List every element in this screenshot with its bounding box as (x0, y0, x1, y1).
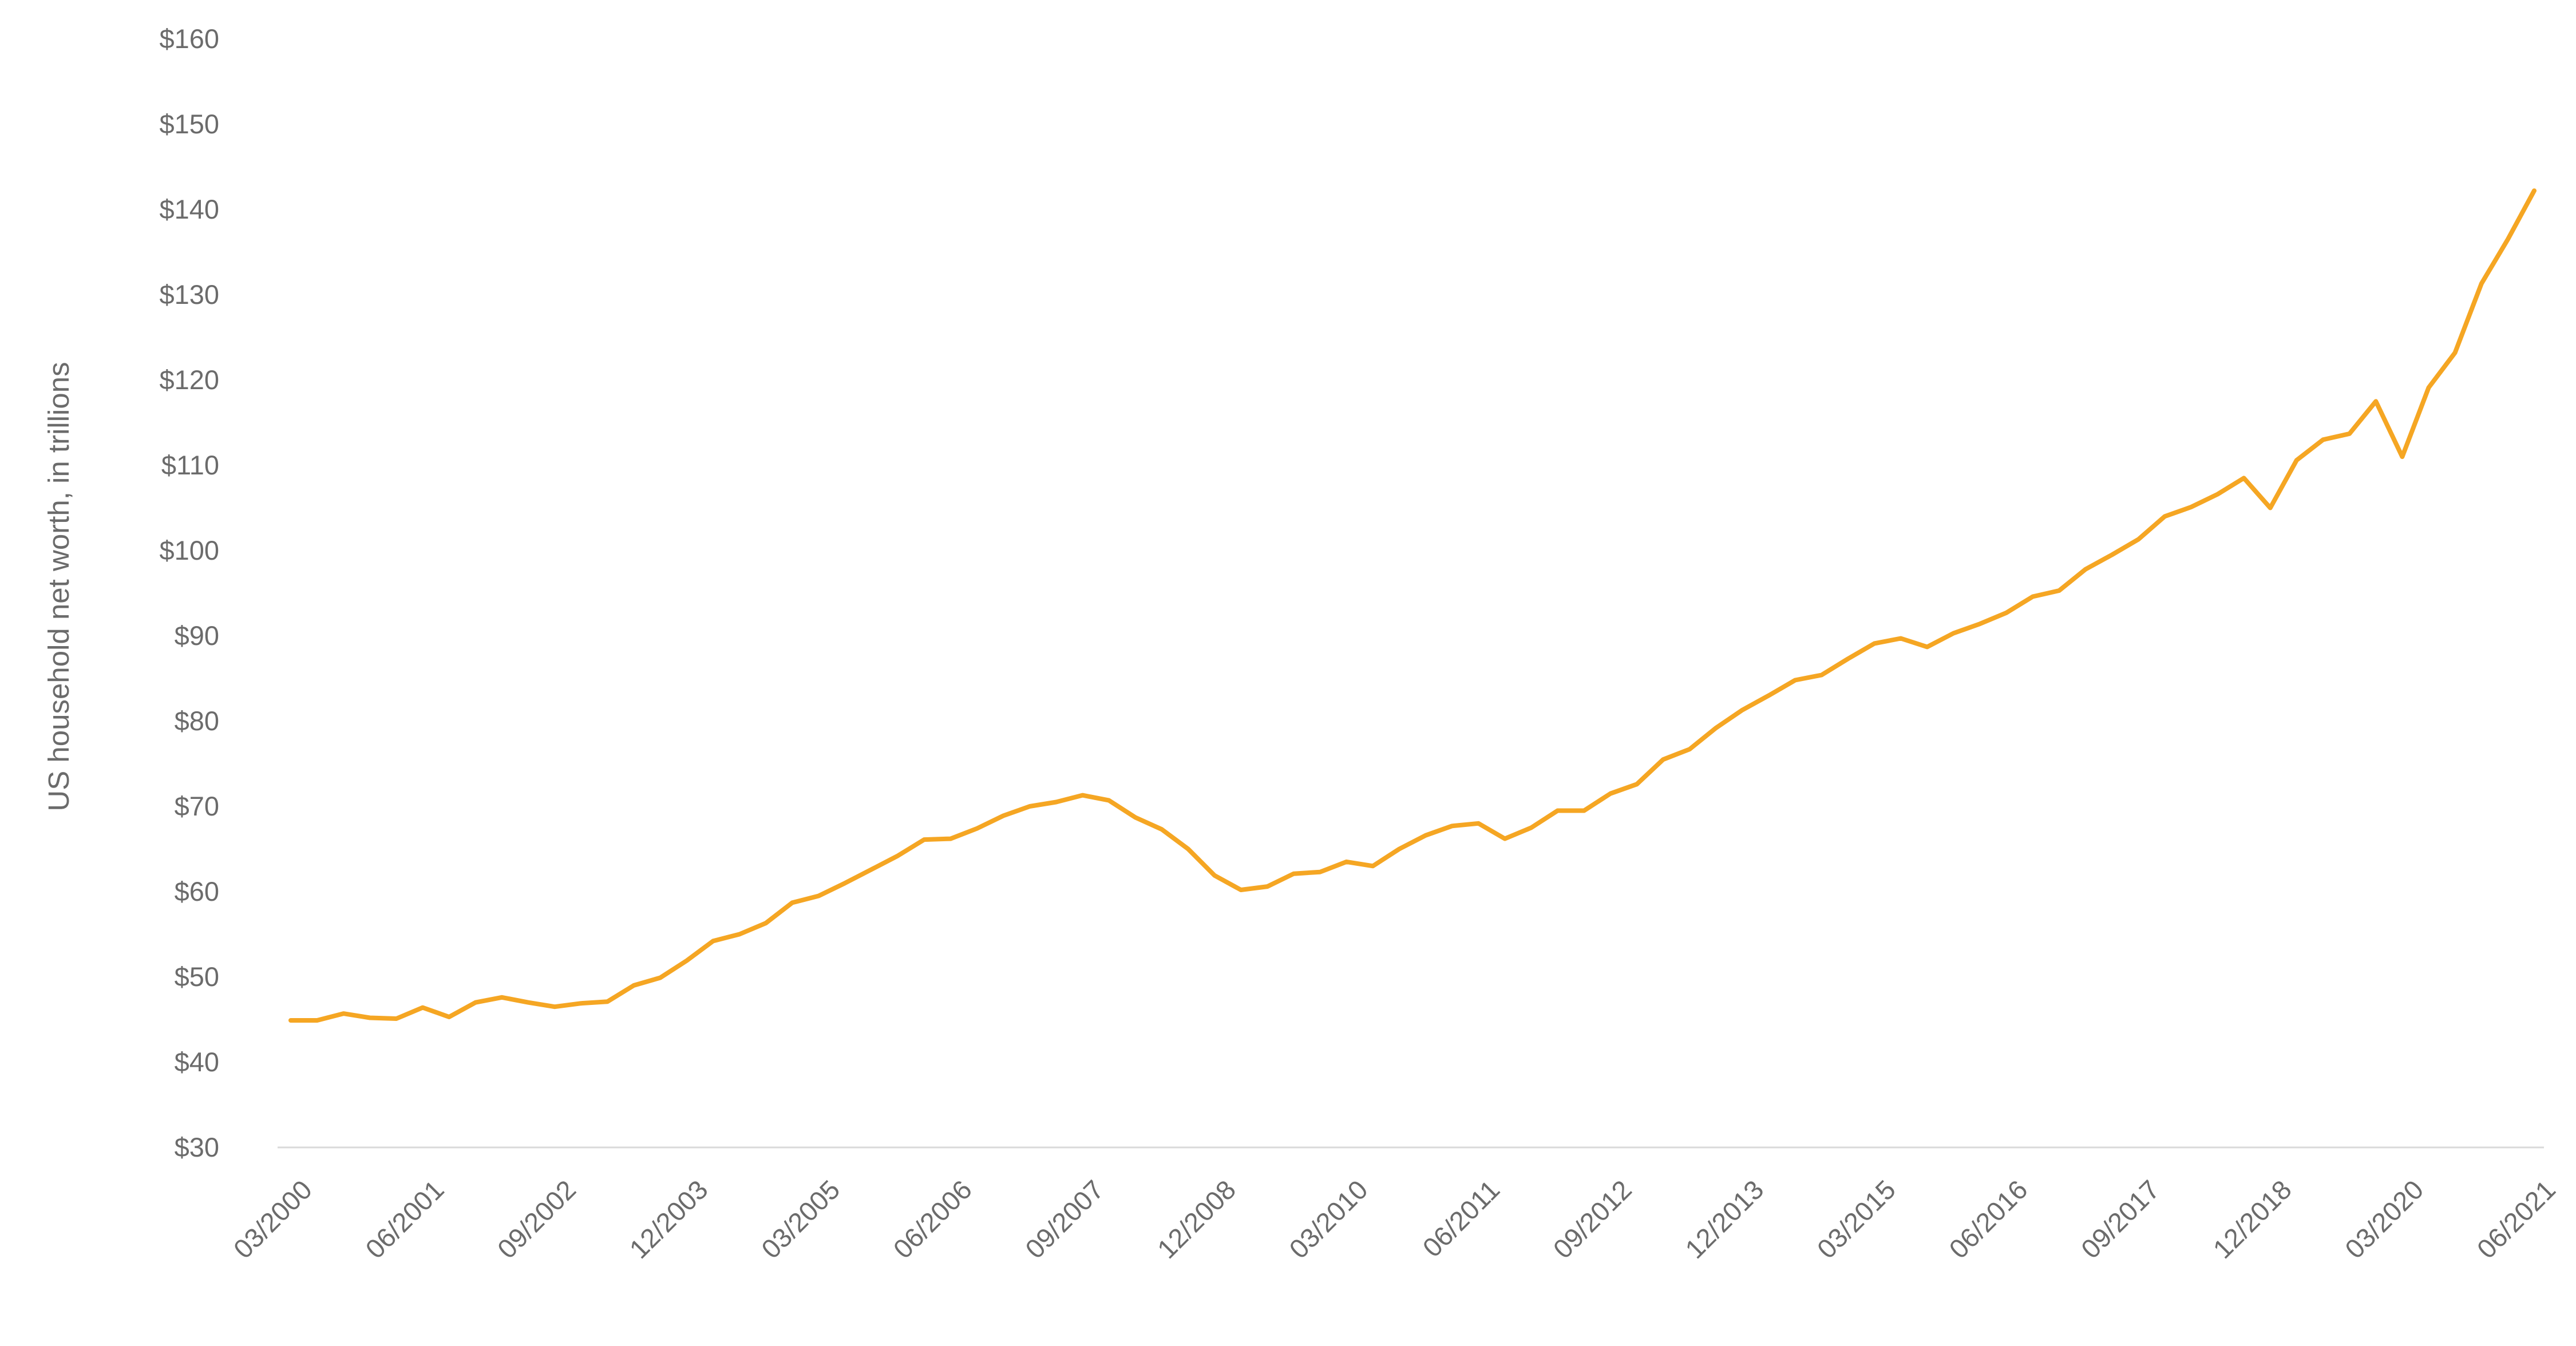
x-tick-label: 12/2018 (2207, 1174, 2297, 1265)
x-axis-ticks: 03/2000 06/2001 09/2002 12/2003 03/2005 06/20… (227, 1174, 2561, 1265)
y-tick-label: $50 (175, 961, 219, 992)
x-tick-label: 03/2020 (2339, 1174, 2429, 1265)
y-tick-label: $150 (159, 109, 219, 139)
x-tick-label: 06/2006 (887, 1174, 978, 1265)
x-tick-label: 09/2007 (1019, 1174, 1110, 1265)
x-tick-label: 06/2016 (1943, 1174, 2033, 1265)
x-tick-label: 12/2013 (1679, 1174, 1770, 1265)
y-tick-label: $130 (159, 279, 219, 310)
x-tick-label: 09/2002 (492, 1174, 582, 1265)
series-line-0 (288, 188, 2537, 1023)
x-tick-label: 03/2005 (755, 1174, 846, 1265)
y-tick-label: $70 (175, 791, 219, 821)
y-axis-title: US household net worth, in trillions (42, 362, 75, 811)
y-tick-label: $90 (175, 620, 219, 651)
y-tick-label: $100 (159, 535, 219, 565)
series-layer (288, 188, 2537, 1023)
x-tick-label: 06/2001 (359, 1174, 450, 1265)
y-tick-label: $30 (175, 1132, 219, 1162)
y-tick-label: $140 (159, 194, 219, 224)
x-tick-label: 03/2015 (1811, 1174, 1902, 1265)
x-tick-label: 09/2017 (2075, 1174, 2166, 1265)
x-tick-label: 12/2008 (1152, 1174, 1242, 1265)
y-tick-label: $80 (175, 706, 219, 736)
y-tick-label: $60 (175, 876, 219, 906)
x-tick-label: 06/2011 (1416, 1174, 1505, 1263)
y-axis-ticks: $30 $40 $50 $60 $70 $80 $90 $100 $110 $120 $130 $14… (159, 23, 219, 1162)
y-tick-label: $110 (161, 450, 219, 480)
x-tick-label: 03/2000 (227, 1174, 318, 1265)
y-tick-label: $120 (159, 365, 219, 395)
x-tick-label: 03/2010 (1283, 1174, 1374, 1265)
x-tick-label: 09/2012 (1547, 1174, 1637, 1265)
y-tick-label: $160 (159, 23, 219, 54)
x-tick-label: 06/2021 (2471, 1174, 2561, 1265)
x-tick-label: 12/2003 (623, 1174, 714, 1265)
y-tick-label: $40 (175, 1047, 219, 1077)
